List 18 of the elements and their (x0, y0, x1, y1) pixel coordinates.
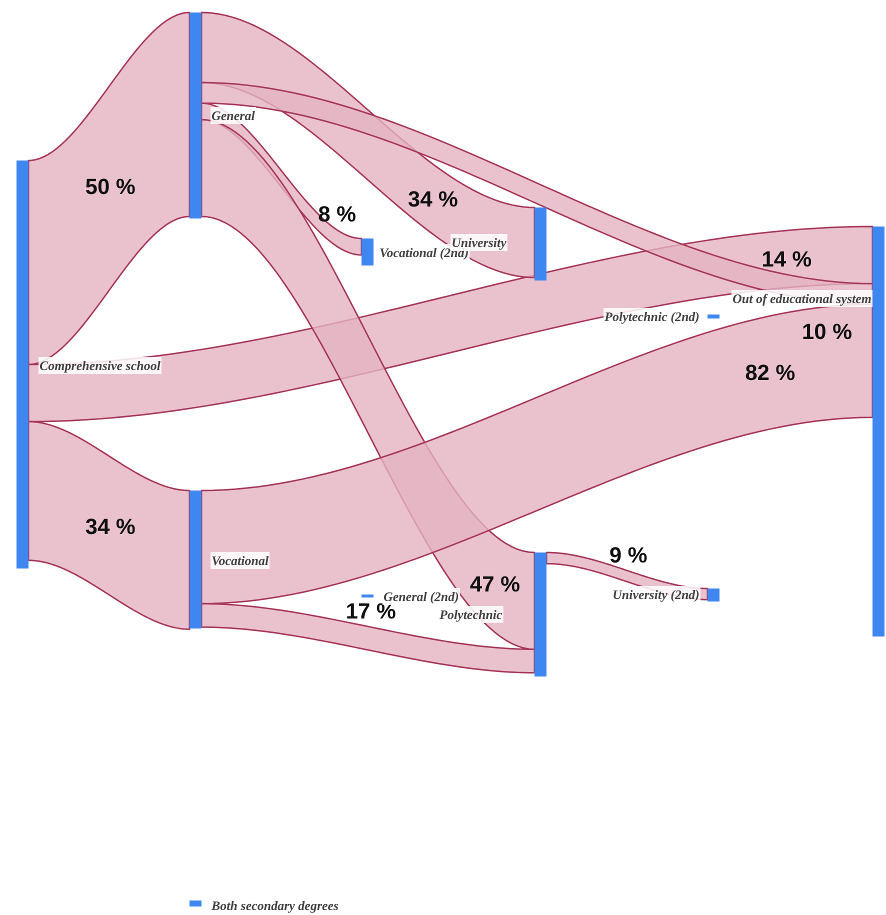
category-label: Polytechnic (440, 607, 503, 622)
data-label: 14 % (762, 246, 812, 272)
category-label: Out of educational system (732, 291, 872, 306)
category-label: Polytechnic (2nd) (604, 309, 700, 324)
category-label: Comprehensive school (40, 358, 161, 373)
category-label: University (2nd) (612, 587, 700, 602)
category-label: Both secondary degrees (210, 898, 339, 913)
data-label: 9 % (609, 542, 648, 568)
data-label: 34 % (85, 514, 136, 539)
category-label: University (452, 235, 507, 250)
data-label: 8 % (318, 202, 356, 227)
data-label: 10 % (802, 319, 852, 344)
category-label: Vocational (212, 553, 269, 568)
data-label: 50 % (85, 174, 136, 200)
category-label: General (212, 108, 256, 123)
data-label: 82 % (745, 360, 796, 385)
data-label: 47 % (470, 572, 520, 597)
data-label: 34 % (408, 186, 458, 212)
